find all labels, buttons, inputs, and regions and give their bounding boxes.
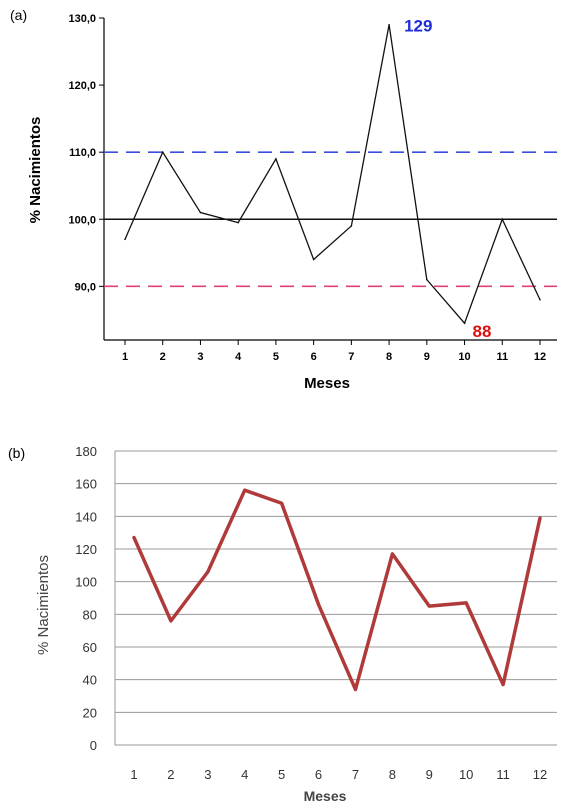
x-tick-label-a: 12 [534,351,546,363]
y-tick-label-a: 90,0 [75,281,96,293]
x-tick-label-a: 10 [458,351,470,363]
data-point-b [206,570,210,574]
y-tick-label-b: 20 [83,705,97,720]
x-tick-label-b: 7 [352,767,359,782]
x-tick-label-a: 2 [160,351,166,363]
panel-label-a: (a) [10,7,27,23]
x-tick-label-a: 3 [197,351,203,363]
y-tick-label-a: 130,0 [68,13,96,25]
y-axis-label-a: % Nacimientos [27,117,44,224]
x-tick-label-b: 4 [241,767,248,782]
x-axis-ticks-b: 1 2 3 4 5 6 7 8 9 10 11 12 [130,767,547,782]
y-tick-label-b: 100 [75,575,97,590]
x-tick-label-b: 6 [315,767,322,782]
data-point-a [501,218,504,221]
data-point-b [538,516,542,520]
y-tick-label-a: 100,0 [68,214,96,226]
series-line-b [132,488,542,692]
y-axis-ticks-b: 0 20 40 60 80 100 120 140 160 180 [75,444,97,753]
y-axis-ticks-a: 90,0 100,0 110,0 120,0 130,0 [68,13,104,293]
data-point-b [427,604,431,608]
y-tick-label-a: 120,0 [68,80,96,92]
x-tick-label-b: 1 [130,767,137,782]
series-a [124,23,541,325]
x-tick-label-a: 7 [348,351,354,363]
reference-lines-a [104,151,557,288]
gridlines-b [115,450,557,746]
x-tick-label-b: 11 [496,767,510,782]
x-axis-label-b: Meses [304,788,347,804]
x-tick-label-b: 10 [459,767,473,782]
x-tick-label-a: 4 [235,351,242,363]
y-tick-label-b: 160 [75,477,97,492]
annotation-a: 88 [473,322,492,341]
data-point-b [169,619,173,623]
y-tick-label-b: 120 [75,542,97,557]
data-point-a [237,221,239,224]
x-tick-label-a: 8 [386,351,392,363]
x-axis-label-a: Meses [304,375,350,392]
data-point-b [501,683,505,687]
annotation-a: 129 [404,17,432,36]
data-point-b [243,488,247,492]
data-point-b [317,603,321,607]
data-point-a [388,23,390,26]
x-tick-label-a: 11 [496,351,508,363]
data-point-a [312,258,315,261]
data-point-a [426,278,428,281]
x-axis-ticks-a: 1 2 3 4 5 6 7 8 9 10 11 12 [122,340,546,363]
x-tick-label-a: 6 [311,351,317,363]
x-tick-label-b: 2 [167,767,174,782]
data-point-a [463,322,466,325]
data-point-a [199,211,202,214]
data-point-a [275,158,277,160]
data-point-a [539,298,541,301]
series-b [132,488,542,692]
y-tick-label-b: 0 [90,738,97,753]
y-tick-label-a: 110,0 [69,147,96,159]
data-point-a [124,238,126,241]
data-point-b [280,501,284,505]
y-tick-label-b: 60 [83,640,97,655]
data-point-a [161,151,164,153]
x-tick-label-b: 9 [426,767,433,782]
data-point-b [464,601,468,605]
x-tick-label-a: 5 [273,351,279,363]
x-tick-label-b: 3 [204,767,211,782]
y-tick-label-b: 140 [75,509,97,524]
x-tick-label-b: 5 [278,767,285,782]
data-point-b [390,552,394,556]
series-line-a [124,24,541,325]
y-axis-label-b: % Nacimientos [35,555,52,655]
y-tick-label-b: 80 [83,607,97,622]
plot-frame-a [103,18,557,341]
data-point-b [132,536,136,540]
data-point-a [350,225,353,227]
x-tick-label-a: 1 [122,351,128,363]
x-tick-label-a: 9 [424,351,430,363]
x-tick-label-b: 12 [533,767,547,782]
y-tick-label-b: 40 [83,673,97,688]
annotations-a: 129 88 [404,17,491,342]
panel-label-b: (b) [8,445,25,461]
y-tick-label-b: 180 [75,444,97,459]
data-point-b [353,687,357,691]
x-tick-label-b: 8 [389,767,396,782]
